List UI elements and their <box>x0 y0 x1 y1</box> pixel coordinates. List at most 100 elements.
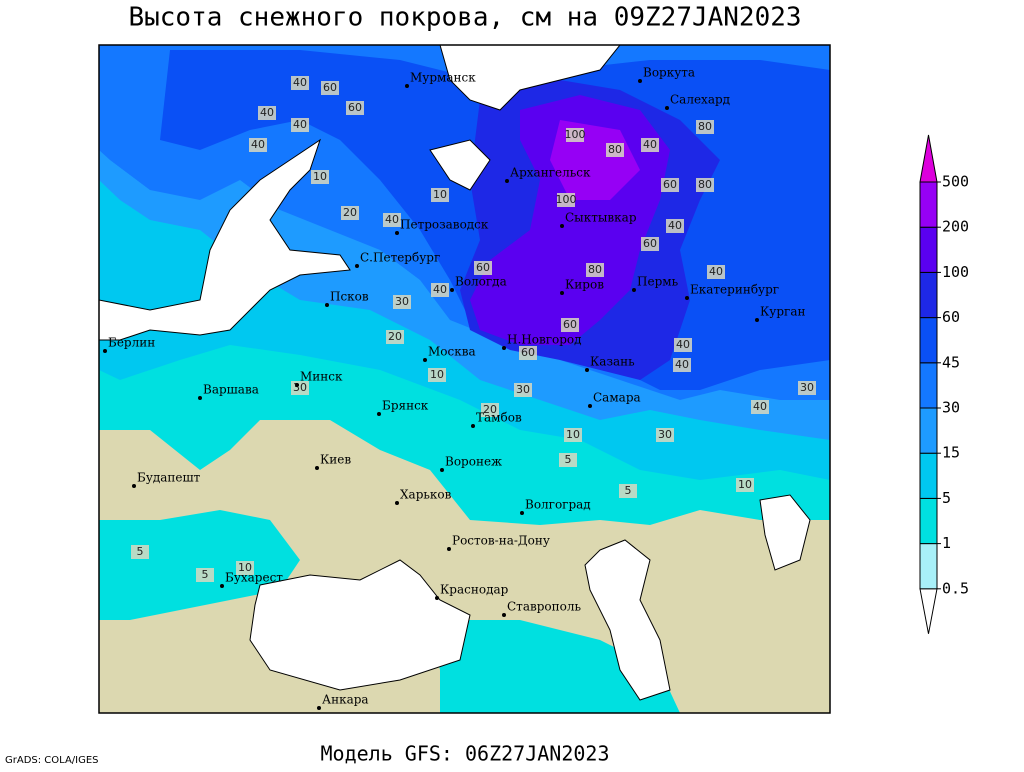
contour-label: 80 <box>698 178 712 191</box>
contour-label: 40 <box>709 265 723 278</box>
contour-label-bg <box>236 561 254 575</box>
colorbar-segment <box>919 362 938 409</box>
contour-label: 60 <box>323 81 337 94</box>
colorbar-label: 5 <box>942 489 951 507</box>
contour-label: 20 <box>343 206 357 219</box>
city-dot <box>502 613 506 617</box>
contour-label: 20 <box>483 403 497 416</box>
contour-label-bg <box>673 358 691 372</box>
city-label: Бухарест <box>225 571 283 585</box>
contour-label-bg <box>474 261 492 275</box>
city-label: Воркута <box>643 66 695 80</box>
contour-label-bg <box>606 143 624 157</box>
contour-label: 20 <box>388 330 402 343</box>
city-dot <box>395 231 399 235</box>
contour-label-bg <box>707 265 725 279</box>
city-label: Варшава <box>203 383 259 397</box>
contour-label-bg <box>321 81 339 95</box>
contour-label: 5 <box>202 568 209 581</box>
contour-label: 40 <box>668 219 682 232</box>
city-label: Анкара <box>322 693 369 707</box>
map: 40 60 40 60 40 40 10 20 40 100 80 40 80 60 100 80 40 60 80… <box>98 44 831 714</box>
contour-label: 40 <box>643 138 657 151</box>
contour-label-bg <box>383 213 401 227</box>
contour-label: 10 <box>238 561 252 574</box>
map-frame <box>98 44 831 714</box>
city-dot <box>423 358 427 362</box>
city-label: Пермь <box>637 275 679 289</box>
contour-label-bg <box>311 170 329 184</box>
city-label: Вологда <box>455 275 507 289</box>
contour-label-bg <box>481 403 499 417</box>
city-dot <box>588 404 592 408</box>
contour-label: 60 <box>563 318 577 331</box>
city-dot <box>447 547 451 551</box>
contour-label-bg <box>661 178 679 192</box>
city-dot <box>295 383 299 387</box>
contour-label: 30 <box>658 428 672 441</box>
contour-label-bg <box>656 428 674 442</box>
city-dot <box>665 106 669 110</box>
city-label: Воронеж <box>445 455 502 469</box>
contour-label: 5 <box>565 453 572 466</box>
city-dot <box>585 368 589 372</box>
contour-label: 60 <box>663 178 677 191</box>
contour-label: 5 <box>625 484 632 497</box>
colorbar-segment <box>919 271 938 319</box>
city-dot <box>560 291 564 295</box>
contour-label-bg <box>196 568 214 582</box>
city-dot <box>502 346 506 350</box>
city-dot <box>632 288 636 292</box>
contour-label-bg <box>696 178 714 192</box>
city-label: Ростов-на-Дону <box>452 534 550 548</box>
contour-label: 80 <box>698 120 712 133</box>
contour-label: 60 <box>348 101 362 114</box>
city-dot <box>315 466 319 470</box>
colorbar-segment <box>919 452 938 499</box>
city-label: Курган <box>760 305 805 319</box>
contour-label-bg <box>346 101 364 115</box>
contour-label: 10 <box>566 428 580 441</box>
contour-label-bg <box>641 138 659 152</box>
colorbar-label: 1 <box>942 534 951 552</box>
contour-label-bg <box>559 453 577 467</box>
city-label: Салехард <box>670 93 730 107</box>
contour-label-bg <box>619 484 637 498</box>
colorbar-segment <box>919 226 938 273</box>
contour-label-bg <box>258 106 276 120</box>
contour-label: 60 <box>521 346 535 359</box>
contour-label: 10 <box>430 368 444 381</box>
contour-label-bg <box>566 128 584 142</box>
city-label: Самара <box>593 391 641 405</box>
city-dot <box>103 349 107 353</box>
contour-label: 10 <box>433 188 447 201</box>
city-dot <box>450 288 454 292</box>
contour-label: 100 <box>556 193 577 206</box>
contour-label-bg <box>586 263 604 277</box>
contour-label: 80 <box>588 263 602 276</box>
contour-label-bg <box>291 118 309 132</box>
city-dot <box>132 484 136 488</box>
snow-area <box>430 620 680 713</box>
city-dot <box>220 584 224 588</box>
city-dot <box>505 179 509 183</box>
contour-label: 30 <box>395 295 409 308</box>
city-label: Ставрополь <box>507 600 581 614</box>
city-dot <box>435 596 439 600</box>
colorbar-label: 0.5 <box>942 579 969 597</box>
contour-label: 10 <box>738 478 752 491</box>
city-label: Берлин <box>108 336 155 350</box>
city-label: Псков <box>330 290 369 304</box>
city-label: Киров <box>565 278 604 292</box>
contour-label: 5 <box>137 545 144 558</box>
contour-label-bg <box>666 219 684 233</box>
contour-label-bg <box>431 283 449 297</box>
city-dot <box>355 264 359 268</box>
snow-area <box>99 510 300 620</box>
seas <box>99 45 811 701</box>
colorbar-segment <box>919 317 938 364</box>
city-label: Москва <box>428 345 476 359</box>
contour-label: 40 <box>753 400 767 413</box>
city-dot <box>440 468 444 472</box>
